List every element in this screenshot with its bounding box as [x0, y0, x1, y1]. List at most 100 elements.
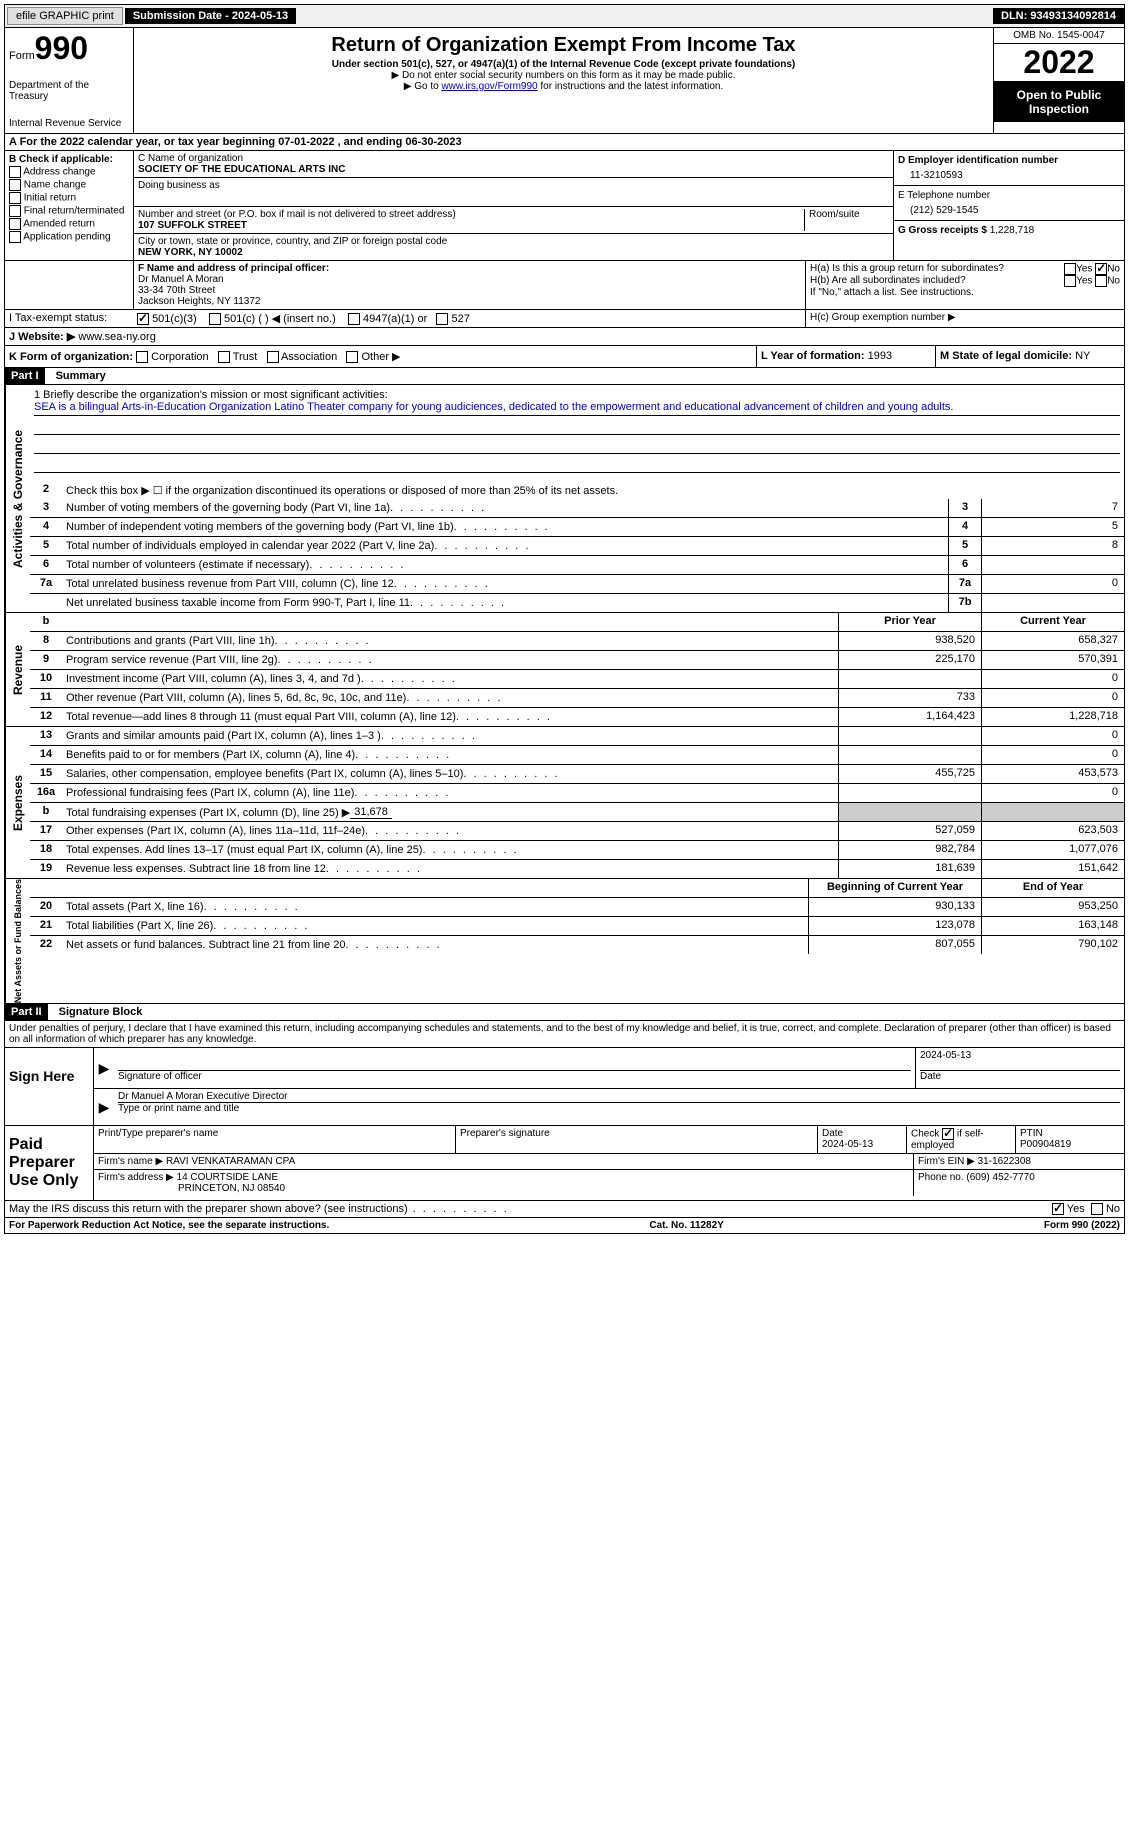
preparer-sig-label: Preparer's signature [456, 1126, 818, 1153]
cb-name-change[interactable]: Name change [9, 179, 129, 191]
cb-other[interactable] [346, 351, 358, 363]
line-num: 10 [30, 670, 62, 688]
cb-4947[interactable] [348, 313, 360, 325]
header-center: Return of Organization Exempt From Incom… [134, 28, 993, 133]
ein-value: 11-3210593 [898, 166, 1120, 181]
officer-addr1: 33-34 70th Street [138, 285, 801, 296]
efile-button[interactable]: efile GRAPHIC print [7, 7, 123, 25]
year-formation: 1993 [868, 350, 892, 362]
sig-officer-label: Signature of officer [118, 1071, 911, 1082]
line-val: 0 [981, 575, 1124, 593]
line-num: 6 [30, 556, 62, 574]
line-desc: Grants and similar amounts paid (Part IX… [62, 727, 838, 745]
cb-501c[interactable] [209, 313, 221, 325]
line-desc: Contributions and grants (Part VIII, lin… [62, 632, 838, 650]
line-desc: Number of voting members of the governin… [62, 499, 948, 517]
line-desc: Benefits paid to or for members (Part IX… [62, 746, 838, 764]
line-desc: Total number of volunteers (estimate if … [62, 556, 948, 574]
paperwork-notice: For Paperwork Reduction Act Notice, see … [9, 1220, 329, 1231]
line-val [981, 594, 1124, 612]
city-label: City or town, state or province, country… [138, 236, 889, 247]
hb-yes[interactable] [1064, 275, 1076, 287]
ha-yes[interactable] [1064, 263, 1076, 275]
prior-val: 225,170 [838, 651, 981, 669]
officer-printed-name: Dr Manuel A Moran Executive Director [118, 1091, 1120, 1103]
current-val: 1,228,718 [981, 708, 1124, 726]
gross-label: G Gross receipts $ [898, 225, 987, 236]
current-val: 1,077,076 [981, 841, 1124, 859]
line-num: 14 [30, 746, 62, 764]
sign-here-label: Sign Here [5, 1048, 94, 1125]
vert-governance: Activities & Governance [5, 385, 30, 612]
gross-value: 1,228,718 [990, 225, 1035, 236]
cb-501c3[interactable] [137, 313, 149, 325]
cb-corp[interactable] [136, 351, 148, 363]
line-num: 7a [30, 575, 62, 593]
submission-date: Submission Date - 2024-05-13 [125, 8, 296, 24]
cb-trust[interactable] [218, 351, 230, 363]
hb-no[interactable] [1095, 275, 1107, 287]
header-right: OMB No. 1545-0047 2022 Open to Public In… [993, 28, 1124, 133]
form-footer: Form 990 (2022) [1044, 1220, 1120, 1231]
discuss-no[interactable] [1091, 1203, 1103, 1215]
mission-text: SEA is a bilingual Arts-in-Education Org… [34, 401, 1120, 416]
ein-label: D Employer identification number [898, 155, 1120, 166]
governance-section: Activities & Governance 1 Briefly descri… [4, 385, 1125, 613]
ha-label: H(a) Is this a group return for subordin… [810, 263, 1004, 275]
line-desc: Net assets or fund balances. Subtract li… [62, 936, 808, 954]
row-i-label: I Tax-exempt status: [5, 310, 133, 327]
street-addr: 107 SUFFOLK STREET [138, 220, 804, 231]
line-val: 8 [981, 537, 1124, 555]
line-a: A For the 2022 calendar year, or tax yea… [4, 134, 1125, 151]
cb-assoc[interactable] [267, 351, 279, 363]
top-toolbar: efile GRAPHIC print Submission Date - 20… [4, 4, 1125, 28]
addr-label: Number and street (or P.O. box if mail i… [138, 209, 804, 220]
arrow-icon: ▶ [99, 1060, 110, 1077]
mission-block: 1 Briefly describe the organization's mi… [30, 385, 1124, 481]
line-num: 5 [30, 537, 62, 555]
ha-no[interactable] [1095, 263, 1107, 275]
line-box: 3 [948, 499, 981, 517]
current-val: 570,391 [981, 651, 1124, 669]
cb-amended-return[interactable]: Amended return [9, 218, 129, 230]
officer-label: F Name and address of principal officer: [138, 263, 801, 274]
dln-label: DLN: 93493134092814 [993, 8, 1124, 24]
form-subtitle: Under section 501(c), 527, or 4947(a)(1)… [138, 59, 989, 70]
line-num: 22 [30, 936, 62, 954]
line-box: 7a [948, 575, 981, 593]
discuss-yes[interactable] [1052, 1203, 1064, 1215]
cb-initial-return[interactable]: Initial return [9, 192, 129, 204]
print-preparer-label: Print/Type preparer's name [94, 1126, 456, 1153]
col-c: C Name of organization SOCIETY OF THE ED… [134, 151, 893, 260]
line-desc: Number of independent voting members of … [62, 518, 948, 536]
cb-self-employed[interactable] [942, 1128, 954, 1140]
line-desc: Net unrelated business taxable income fr… [62, 594, 948, 612]
prior-val: 123,078 [808, 917, 981, 935]
cb-address-change[interactable]: Address change [9, 166, 129, 178]
printed-name-label: Type or print name and title [118, 1103, 1120, 1114]
preparer-date: 2024-05-13 [822, 1139, 902, 1150]
irs-label: Internal Revenue Service [9, 118, 129, 129]
prior-val: 982,784 [838, 841, 981, 859]
omb-number: OMB No. 1545-0047 [994, 28, 1124, 44]
irs-link[interactable]: www.irs.gov/Form990 [441, 81, 537, 92]
fundraising-total: 31,678 [350, 806, 392, 819]
cb-app-pending[interactable]: Application pending [9, 231, 129, 243]
cb-final-return[interactable]: Final return/terminated [9, 205, 129, 217]
current-val: 151,642 [981, 860, 1124, 878]
sig-date: 2024-05-13 [920, 1050, 1120, 1071]
current-val: 790,102 [981, 936, 1124, 954]
paid-preparer-section: Paid Preparer Use Only Print/Type prepar… [4, 1126, 1125, 1201]
end-year-header: End of Year [981, 879, 1124, 897]
row-k-label: K Form of organization: [9, 351, 133, 363]
line-desc: Revenue less expenses. Subtract line 18 … [62, 860, 838, 878]
prior-val: 930,133 [808, 898, 981, 916]
org-info-row: B Check if applicable: Address change Na… [4, 151, 1125, 261]
current-val: 0 [981, 689, 1124, 707]
line-num: 19 [30, 860, 62, 878]
line-desc: Other expenses (Part IX, column (A), lin… [62, 822, 838, 840]
prior-val: 1,164,423 [838, 708, 981, 726]
current-val: 0 [981, 746, 1124, 764]
cb-527[interactable] [436, 313, 448, 325]
line-num: 18 [30, 841, 62, 859]
